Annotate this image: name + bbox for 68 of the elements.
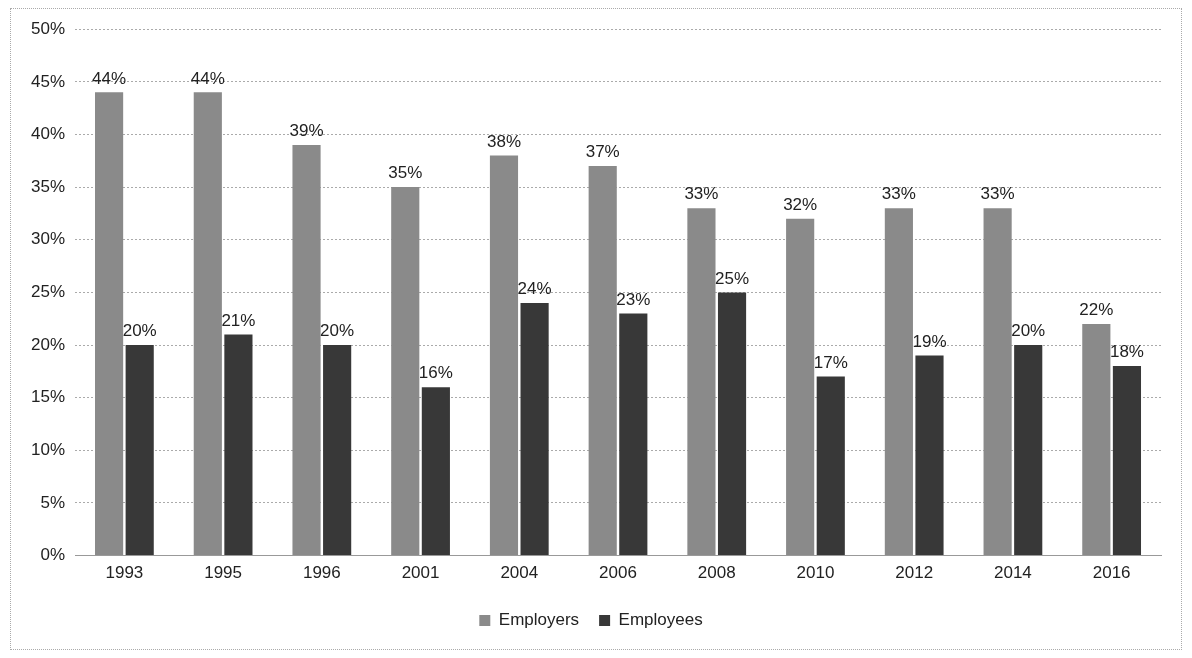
x-tick-label: 2014 xyxy=(994,563,1032,583)
bar xyxy=(816,376,845,556)
y-tick-label: 0% xyxy=(40,545,66,565)
bar xyxy=(915,355,944,556)
data-label: 33% xyxy=(881,184,916,204)
bar xyxy=(95,92,124,556)
bar xyxy=(786,218,815,556)
bar xyxy=(193,92,222,556)
bar xyxy=(125,345,154,556)
y-tick-label: 45% xyxy=(30,71,66,91)
x-tick-label: 2001 xyxy=(401,563,440,583)
data-label: 33% xyxy=(980,184,1015,204)
bar xyxy=(520,302,549,556)
bar xyxy=(1112,366,1142,556)
y-tick-label: 30% xyxy=(30,229,66,249)
bar xyxy=(884,208,913,556)
legend-label: Employees xyxy=(618,610,703,630)
y-tick-label: 40% xyxy=(30,124,66,144)
data-label: 37% xyxy=(585,142,620,162)
data-label: 22% xyxy=(1079,300,1114,320)
x-tick-label: 1993 xyxy=(105,563,144,583)
bar xyxy=(224,334,253,556)
legend-label: Employers xyxy=(498,610,580,630)
bar xyxy=(421,387,450,556)
y-tick-label: 50% xyxy=(30,18,66,38)
data-label: 38% xyxy=(486,131,521,151)
data-label: 18% xyxy=(1109,342,1144,362)
y-tick-label: 25% xyxy=(30,282,66,302)
bar xyxy=(489,155,519,556)
bar xyxy=(588,166,617,556)
bar xyxy=(983,208,1012,556)
data-label: 20% xyxy=(320,321,355,341)
data-label: 32% xyxy=(783,194,818,214)
x-tick-label: 2008 xyxy=(697,563,736,583)
data-label: 23% xyxy=(616,289,651,309)
data-label: 20% xyxy=(1011,321,1046,341)
x-tick-label: 2016 xyxy=(1092,563,1131,583)
data-label: 20% xyxy=(122,321,157,341)
y-tick-label: 20% xyxy=(30,334,66,354)
bar xyxy=(292,145,321,556)
data-label: 24% xyxy=(517,279,552,299)
data-label: 35% xyxy=(388,163,423,183)
x-tick-label: 2004 xyxy=(500,563,539,583)
bar xyxy=(687,208,716,556)
bar xyxy=(1082,323,1111,556)
data-label: 39% xyxy=(289,121,324,141)
x-tick-label: 1996 xyxy=(302,563,341,583)
data-label: 25% xyxy=(715,268,750,288)
data-label: 44% xyxy=(190,68,225,88)
x-tick-label: 2006 xyxy=(599,563,637,583)
bar xyxy=(391,187,420,556)
bar xyxy=(1014,345,1043,556)
data-label: 33% xyxy=(684,184,719,204)
y-tick-label: 10% xyxy=(30,440,66,460)
data-label: 44% xyxy=(92,68,127,88)
data-label: 16% xyxy=(418,363,453,383)
data-label: 21% xyxy=(221,310,256,330)
y-tick-label: 5% xyxy=(40,492,66,512)
bar xyxy=(717,292,747,556)
x-tick-label: 2012 xyxy=(895,563,934,583)
y-tick-label: 35% xyxy=(30,176,66,196)
x-tick-label: 1995 xyxy=(204,563,243,583)
y-tick-label: 15% xyxy=(30,387,66,407)
bar xyxy=(619,313,648,556)
data-label: 19% xyxy=(912,331,947,351)
bar xyxy=(323,345,352,556)
x-tick-label: 2010 xyxy=(796,563,835,583)
data-label: 17% xyxy=(813,352,848,372)
